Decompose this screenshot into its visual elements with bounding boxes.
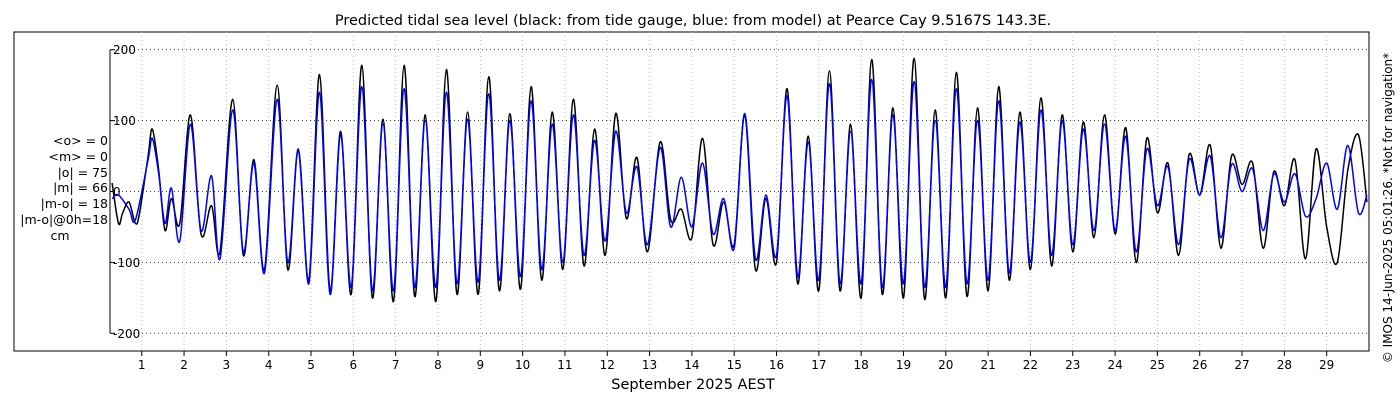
- model-series-line: [111, 78, 1368, 296]
- chart-title: Predicted tidal sea level (black: from t…: [335, 13, 1051, 29]
- y-tick-label: 100: [113, 114, 136, 128]
- x-axis-label: September 2025 AEST: [611, 377, 775, 393]
- x-tick-label: 8: [434, 358, 442, 372]
- x-tick-label: 26: [1192, 358, 1207, 372]
- tide-gauge-series-line: [111, 57, 1368, 303]
- x-tick-label: 24: [1107, 358, 1122, 372]
- series-layer: [111, 57, 1368, 303]
- x-tick-label: 16: [769, 358, 784, 372]
- x-tick-label: 29: [1319, 358, 1334, 372]
- x-tick-label: 20: [938, 358, 953, 372]
- y-tick-label: -100: [113, 256, 140, 270]
- axes: 1 2 3 4 5 6 7 8 9 10 11 12 13 14 15 16 17 18 19 20 21 22 23 24 2…: [109, 43, 1334, 372]
- x-tick-label: 19: [896, 358, 911, 372]
- outer-frame: [13, 31, 1370, 352]
- stat-unit: cm: [50, 227, 70, 243]
- x-tick-label: 27: [1234, 358, 1249, 372]
- x-tick-label: 4: [265, 358, 273, 372]
- x-tick-label: 15: [727, 358, 742, 372]
- stat-mean-model: <m> = 0: [48, 148, 109, 164]
- x-tick-label: 17: [811, 358, 826, 372]
- x-tick-label: 9: [476, 358, 484, 372]
- x-tick-label: 13: [642, 358, 657, 372]
- x-tick-label: 7: [392, 358, 400, 372]
- x-tick-label: 14: [684, 358, 699, 372]
- x-tick-label: 11: [557, 358, 572, 372]
- x-tick-label: 10: [515, 358, 530, 372]
- x-tick-label: 12: [600, 358, 615, 372]
- stat-abs-model: |m| = 66: [53, 180, 108, 196]
- y-tick-label: 200: [113, 43, 136, 57]
- x-tick-label: 21: [980, 358, 995, 372]
- stat-abs-diff: |m-o| = 18: [40, 196, 108, 212]
- stat-abs-diff-0h: |m-o|@0h=18: [20, 211, 108, 227]
- x-tick-label: 28: [1277, 358, 1292, 372]
- stat-abs-observed: |o| = 75: [57, 164, 108, 180]
- y-tick-label: 0: [113, 185, 121, 199]
- x-tick-label: 25: [1150, 358, 1165, 372]
- y-tick-label: -200: [113, 327, 140, 341]
- x-tick-label: 1: [138, 358, 146, 372]
- stats-panel: <o> = 0 <m> = 0 |o| = 75 |m| = 66 |m-o| …: [0, 133, 114, 244]
- x-tick-label: 5: [307, 358, 315, 372]
- x-tick-label: 6: [350, 358, 358, 372]
- x-tick-label: 2: [180, 358, 188, 372]
- grid-lines: [110, 32, 1369, 351]
- x-tick-label: 3: [223, 358, 231, 372]
- x-tick-label: 23: [1065, 358, 1080, 372]
- x-tick-label: 18: [854, 358, 869, 372]
- stat-mean-observed: <o> = 0: [53, 133, 108, 148]
- x-tick-label: 22: [1023, 358, 1038, 372]
- copyright-note: © IMOS 14-Jun-2025 05:01:26. *Not for na…: [1381, 53, 1395, 363]
